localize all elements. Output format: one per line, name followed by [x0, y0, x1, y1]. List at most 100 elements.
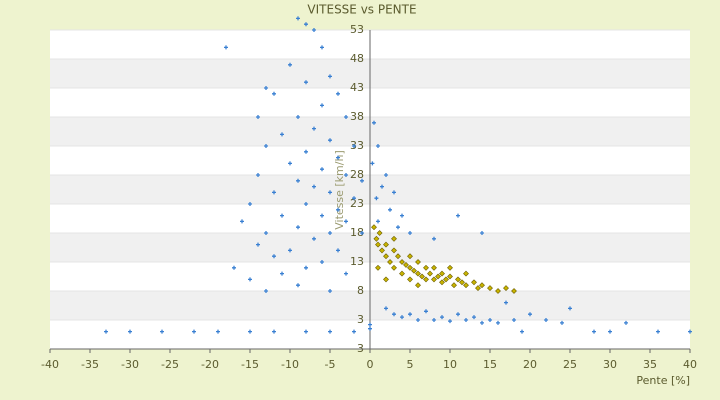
point: [424, 309, 428, 314]
point: [383, 253, 389, 260]
point: [608, 329, 612, 334]
x-tick-label: 35: [643, 358, 657, 371]
point: [375, 241, 381, 248]
point: [312, 126, 316, 131]
point: [288, 161, 292, 166]
point: [431, 276, 437, 283]
point: [379, 247, 385, 254]
point: [320, 103, 324, 108]
point: [400, 315, 404, 320]
point: [296, 225, 300, 230]
point: [264, 144, 268, 148]
point: [528, 312, 532, 317]
point: [288, 248, 292, 253]
point: [328, 190, 332, 195]
x-tick-label: 0: [367, 358, 374, 371]
point: [415, 282, 421, 289]
point: [459, 279, 465, 286]
x-tick-label: 10: [443, 358, 457, 371]
point: [388, 207, 392, 212]
point: [495, 288, 501, 294]
point: [304, 22, 308, 27]
point: [504, 300, 508, 305]
point: [376, 144, 380, 148]
point: [427, 270, 433, 277]
point: [272, 254, 276, 259]
point: [296, 16, 300, 21]
point: [448, 319, 452, 324]
point: [256, 115, 260, 119]
point: [288, 62, 292, 67]
point: [479, 282, 485, 289]
x-axis-label: Pente [%]: [636, 374, 690, 387]
point: [399, 270, 405, 277]
point: [304, 202, 308, 206]
point: [368, 322, 372, 327]
point: [415, 259, 421, 265]
x-tick-label: -5: [325, 358, 336, 371]
point: [592, 329, 596, 334]
point: [544, 318, 548, 322]
point: [312, 184, 316, 189]
point: [376, 219, 380, 224]
x-tick-label: -20: [201, 358, 219, 371]
point: [431, 264, 437, 271]
point: [439, 279, 445, 286]
point: [463, 270, 469, 277]
y-tick-label: 8: [357, 284, 364, 297]
point: [503, 285, 509, 292]
point: [240, 219, 244, 224]
point: [372, 120, 376, 125]
point: [272, 91, 276, 96]
point: [360, 231, 364, 235]
point: [352, 329, 356, 334]
point: [296, 115, 300, 119]
point: [370, 161, 375, 166]
point: [392, 312, 396, 317]
x-tick-label: 40: [683, 358, 697, 371]
point: [312, 236, 316, 241]
point: [320, 213, 324, 218]
point: [391, 247, 397, 254]
point: [128, 329, 132, 334]
point: [264, 231, 268, 235]
y-axis-label: Vitesse [km/h]: [333, 150, 346, 230]
point: [391, 264, 397, 271]
y-tick-label: 18: [350, 226, 364, 239]
point: [304, 329, 308, 334]
point: [304, 80, 308, 85]
point: [435, 273, 441, 280]
point: [264, 289, 268, 293]
point: [320, 167, 324, 172]
point: [216, 329, 220, 334]
point: [423, 276, 429, 283]
point: [407, 264, 413, 271]
point: [384, 306, 388, 311]
point: [320, 45, 324, 50]
point: [328, 231, 332, 235]
y-tick-label: 13: [350, 255, 364, 268]
point: [568, 306, 572, 311]
y-tick-label: 3: [357, 313, 364, 326]
point: [656, 329, 660, 334]
point: [396, 225, 400, 230]
point: [371, 224, 377, 231]
point: [248, 277, 252, 282]
point: [512, 318, 516, 322]
x-tick-label: -30: [121, 358, 139, 371]
point: [224, 45, 228, 50]
point: [560, 320, 564, 325]
point: [480, 231, 484, 235]
point: [432, 236, 436, 241]
point: [391, 235, 397, 242]
point: [387, 259, 393, 265]
point: [411, 267, 417, 274]
point: [376, 230, 383, 236]
point: [688, 329, 692, 334]
y-tick-label: 33: [350, 139, 364, 152]
point: [408, 231, 412, 235]
point: [403, 261, 409, 268]
y-tick-label: 48: [350, 52, 364, 65]
point: [496, 320, 500, 325]
x-tick-label: 30: [603, 358, 617, 371]
